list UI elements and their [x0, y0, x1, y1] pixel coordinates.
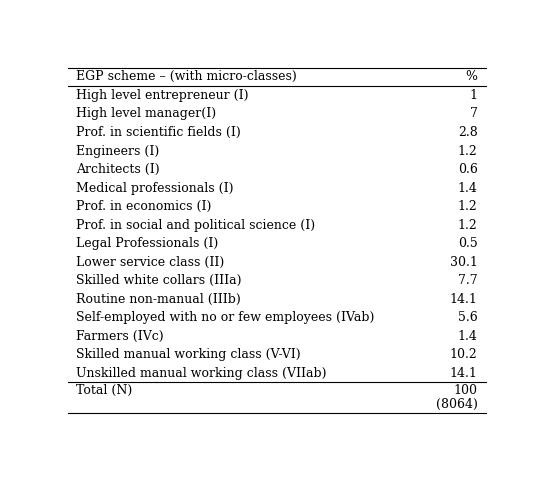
- Text: Medical professionals (I): Medical professionals (I): [76, 182, 233, 194]
- Text: Skilled manual working class (V-VI): Skilled manual working class (V-VI): [76, 348, 300, 361]
- Text: 14.1: 14.1: [450, 367, 478, 380]
- Text: High level entrepreneur (I): High level entrepreneur (I): [76, 89, 248, 102]
- Text: 10.2: 10.2: [450, 348, 478, 361]
- Text: 1.4: 1.4: [458, 330, 478, 343]
- Text: 14.1: 14.1: [450, 293, 478, 306]
- Text: 5.6: 5.6: [458, 311, 478, 324]
- Text: 1.2: 1.2: [458, 200, 478, 213]
- Text: %: %: [465, 70, 478, 84]
- Text: EGP scheme – (with micro-classes): EGP scheme – (with micro-classes): [76, 70, 296, 84]
- Text: Prof. in social and political science (I): Prof. in social and political science (I…: [76, 219, 315, 231]
- Text: Engineers (I): Engineers (I): [76, 144, 159, 157]
- Text: 100: 100: [454, 384, 478, 397]
- Text: 30.1: 30.1: [450, 256, 478, 269]
- Text: Legal Professionals (I): Legal Professionals (I): [76, 237, 218, 250]
- Text: 1.4: 1.4: [458, 182, 478, 194]
- Text: Prof. in scientific fields (I): Prof. in scientific fields (I): [76, 126, 241, 139]
- Text: Routine non-manual (IIIb): Routine non-manual (IIIb): [76, 293, 241, 306]
- Text: High level manager(I): High level manager(I): [76, 107, 216, 121]
- Text: 2.8: 2.8: [458, 126, 478, 139]
- Text: Skilled white collars (IIIa): Skilled white collars (IIIa): [76, 274, 241, 287]
- Text: Architects (I): Architects (I): [76, 163, 159, 176]
- Text: (8064): (8064): [436, 398, 478, 411]
- Text: Self-employed with no or few employees (IVab): Self-employed with no or few employees (…: [76, 311, 374, 324]
- Text: Lower service class (II): Lower service class (II): [76, 256, 224, 269]
- Text: 1.2: 1.2: [458, 219, 478, 231]
- Text: 0.6: 0.6: [458, 163, 478, 176]
- Text: 1: 1: [470, 89, 478, 102]
- Text: Prof. in economics (I): Prof. in economics (I): [76, 200, 211, 213]
- Text: 7.7: 7.7: [458, 274, 478, 287]
- Text: 0.5: 0.5: [458, 237, 478, 250]
- Text: Farmers (IVc): Farmers (IVc): [76, 330, 164, 343]
- Text: Unskilled manual working class (VIIab): Unskilled manual working class (VIIab): [76, 367, 326, 380]
- Text: Total (N): Total (N): [76, 384, 132, 397]
- Text: 1.2: 1.2: [458, 144, 478, 157]
- Text: 7: 7: [470, 107, 478, 121]
